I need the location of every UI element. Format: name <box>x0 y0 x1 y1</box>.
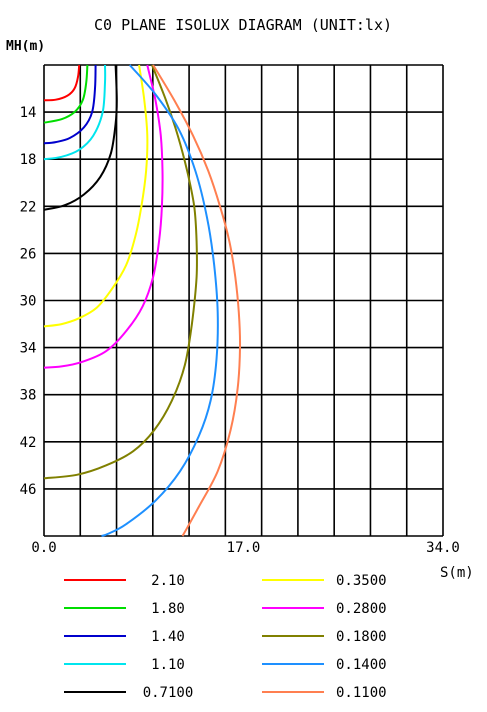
legend-label: 1.80 <box>151 601 185 617</box>
isolux-curve <box>43 64 198 480</box>
y-axis-label: MH(m) <box>6 39 45 54</box>
y-tick-labels: 14 18 22 26 30 34 38 42 46 <box>20 105 37 498</box>
isolux-curve <box>152 64 242 537</box>
isolux-curve <box>43 64 81 102</box>
x-tick-label: 0.0 <box>31 540 56 556</box>
legend-label: 0.1800 <box>336 629 387 645</box>
legend-label: 0.7100 <box>143 685 194 701</box>
y-tick-label: 26 <box>20 246 37 262</box>
isolux-curve <box>43 64 164 369</box>
isolux-curve <box>43 64 149 328</box>
legend-label: 0.1400 <box>336 657 387 673</box>
x-axis-label: S(m) <box>440 565 474 581</box>
isolux-curve <box>101 64 219 537</box>
isolux-curve <box>43 64 97 145</box>
isolux-curves <box>43 64 242 537</box>
x-tick-labels: 0.0 17.0 34.0 <box>31 540 460 556</box>
legend-label: 2.10 <box>151 573 185 589</box>
y-tick-label: 18 <box>20 152 37 168</box>
chart-title: C0 PLANE ISOLUX DIAGRAM (UNIT:lx) <box>94 16 392 34</box>
y-tick-label: 46 <box>20 482 37 498</box>
legend-label: 0.3500 <box>336 573 387 589</box>
x-tick-label: 17.0 <box>227 540 261 556</box>
y-tick-label: 42 <box>20 435 37 451</box>
legend: 2.10 1.80 1.40 1.10 0.7100 0.3500 0.2800 0.1800… <box>64 573 387 701</box>
legend-label: 0.2800 <box>336 601 387 617</box>
y-tick-label: 30 <box>20 294 37 310</box>
isolux-curve <box>43 64 118 211</box>
y-tick-label: 34 <box>20 341 37 357</box>
y-tick-label: 38 <box>20 388 37 404</box>
y-tick-label: 14 <box>20 105 37 121</box>
x-tick-label: 34.0 <box>426 540 460 556</box>
legend-label: 1.10 <box>151 657 185 673</box>
legend-label: 1.40 <box>151 629 185 645</box>
isolux-curve <box>43 64 89 124</box>
y-tick-label: 22 <box>20 199 37 215</box>
legend-label: 0.1100 <box>336 685 387 701</box>
grid <box>43 64 444 537</box>
isolux-curve <box>43 64 107 161</box>
